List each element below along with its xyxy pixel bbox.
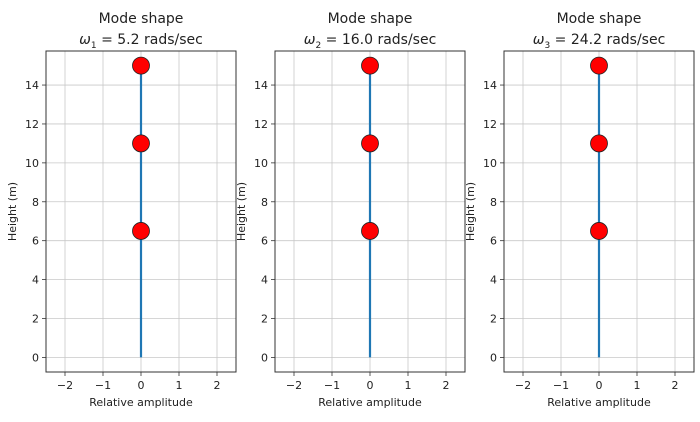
y-tick-label: 10 [483,157,497,170]
y-tick-label: 8 [32,196,39,209]
subplot-subtitle: ω1 = 5.2 rads/sec [79,32,203,51]
subplot-title: Mode shape [328,11,413,27]
x-tick-label: 0 [596,379,603,392]
omega-index: 1 [91,41,97,51]
x-tick-label: −2 [286,379,302,392]
y-tick-label: 8 [261,196,268,209]
axes-frame [274,50,466,373]
omega-symbol: ω [304,32,316,48]
x-tick-label: 1 [634,379,641,392]
x-axis-label: Relative amplitude [89,396,193,409]
y-tick-label: 0 [261,351,268,364]
omega-index: 2 [315,41,321,51]
x-tick-label: 1 [405,379,412,392]
x-tick-label: −1 [553,379,569,392]
x-tick-label: 2 [672,379,679,392]
y-tick-label: 14 [483,79,497,92]
x-tick-label: 0 [138,379,145,392]
mass-point [590,134,608,153]
subplot-title: Mode shape [99,11,184,27]
omega-index: 3 [544,41,550,51]
x-axis-label: Relative amplitude [547,396,651,409]
y-tick-label: 2 [32,313,39,326]
y-tick-label: 4 [261,274,268,287]
y-tick-label: 14 [25,79,39,92]
mass-point [361,222,379,240]
y-tick-label: 2 [490,313,497,326]
omega-symbol: ω [533,32,545,48]
y-tick-label: 12 [254,118,268,131]
mass-point [590,56,608,75]
subplot-subtitle: ω3 = 24.2 rads/sec [533,32,666,51]
x-tick-label: 2 [214,379,221,392]
y-tick-label: 6 [32,235,39,248]
y-tick-label: 14 [254,79,268,92]
y-tick-label: 10 [254,157,268,170]
y-tick-label: 6 [261,235,268,248]
frequency-value: = 16.0 rads/sec [321,32,436,48]
y-tick-label: 12 [25,118,39,131]
x-tick-label: −1 [324,379,340,392]
mass-point [361,134,379,153]
y-tick-label: 4 [490,274,497,287]
subplot-subtitle: ω2 = 16.0 rads/sec [304,32,437,51]
x-tick-label: 0 [367,379,374,392]
y-tick-label: 8 [490,196,497,209]
y-tick-label: 6 [490,235,497,248]
y-axis-label: Height (m) [235,182,248,241]
y-tick-label: 4 [32,274,39,287]
subplot-title: Mode shape [557,11,642,27]
mass-point [132,222,150,240]
y-tick-label: 10 [25,157,39,170]
y-tick-label: 0 [32,351,39,364]
mass-point [361,56,379,75]
x-tick-label: −1 [95,379,111,392]
mass-point [132,56,150,75]
frequency-value: = 5.2 rads/sec [97,32,203,48]
y-axis-label: Height (m) [6,182,19,241]
mass-point [132,134,150,153]
x-tick-label: 2 [443,379,450,392]
axes-frame [45,50,237,373]
frequency-value: = 24.2 rads/sec [550,32,665,48]
y-tick-label: 0 [490,351,497,364]
axes-frame [503,50,695,373]
x-tick-label: −2 [515,379,531,392]
x-axis-label: Relative amplitude [318,396,422,409]
x-tick-label: −2 [57,379,73,392]
x-tick-label: 1 [176,379,183,392]
y-axis-label: Height (m) [464,182,477,241]
omega-symbol: ω [79,32,91,48]
y-tick-label: 12 [483,118,497,131]
y-tick-label: 2 [261,313,268,326]
mass-point [590,222,608,240]
